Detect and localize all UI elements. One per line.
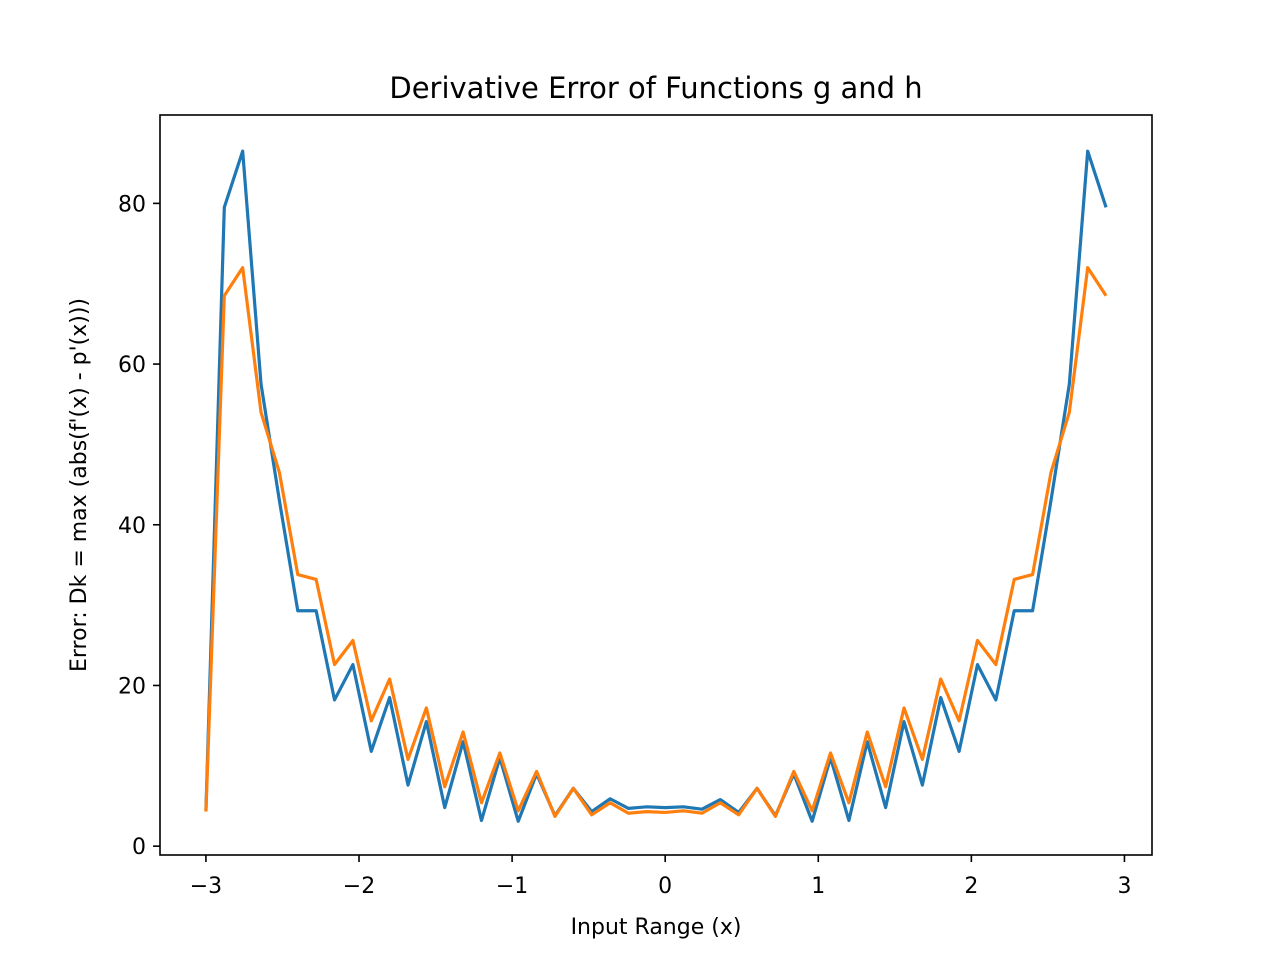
x-tick-label: 2: [964, 874, 978, 899]
y-axis-label: Error: Dk = max (abs(f'(x) - p'(x))): [67, 298, 92, 672]
y-tick-label: 0: [132, 835, 146, 860]
plot-frame: [159, 114, 1153, 856]
x-tick-label: −2: [343, 874, 375, 899]
series-line-1: [204, 149, 1108, 823]
y-tick-label: 80: [118, 192, 146, 217]
series-layer: [204, 149, 1108, 823]
chart-title: Derivative Error of Functions g and h: [389, 71, 922, 105]
x-tick-label: 0: [658, 874, 672, 899]
x-tick-label: 1: [811, 874, 825, 899]
x-tick-label: −3: [190, 874, 222, 899]
y-tick-label: 60: [118, 353, 146, 378]
y-tick-label: 20: [118, 674, 146, 699]
series-line-2: [204, 266, 1108, 819]
x-tick-label: −1: [496, 874, 528, 899]
y-axis: 0 20 40 60 80: [118, 192, 160, 860]
y-tick-label: 40: [118, 514, 146, 539]
x-axis: −3 −2 −1 0 1 2 3: [190, 855, 1131, 899]
x-axis-label: Input Range (x): [571, 915, 742, 940]
x-tick-label: 3: [1117, 874, 1131, 899]
